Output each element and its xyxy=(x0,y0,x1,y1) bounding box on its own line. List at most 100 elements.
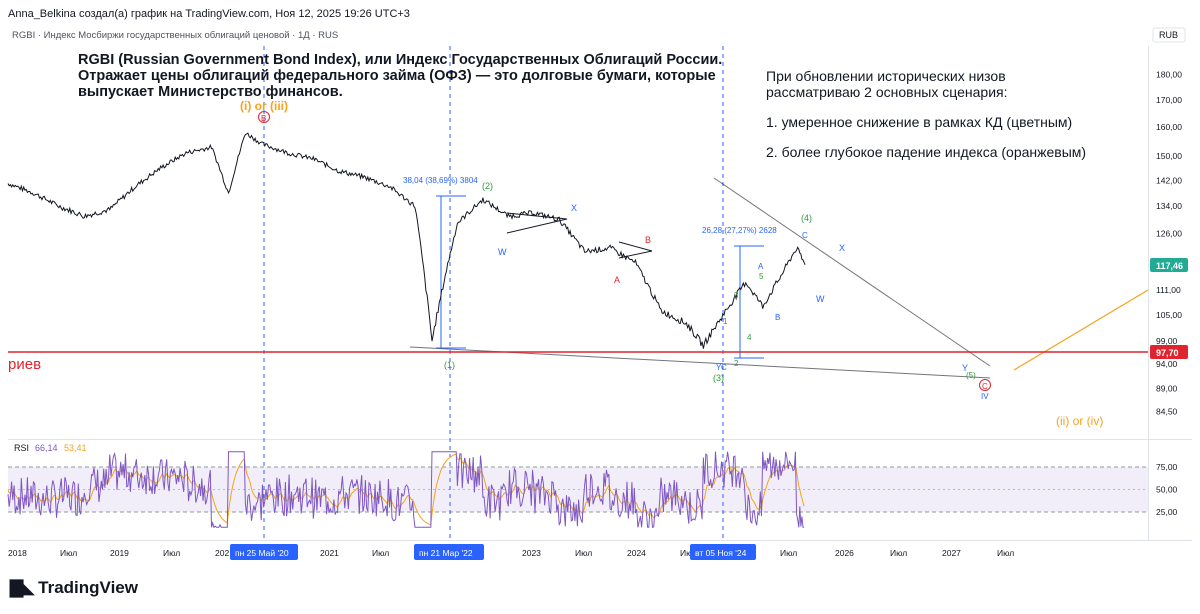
time-highlight-label: вт 05 Ноя '24 xyxy=(695,548,747,558)
upper-trendline xyxy=(713,177,991,367)
wave-three-small: 3 xyxy=(734,291,739,300)
wave-i-or-iii: (i) or (iii) xyxy=(240,99,288,113)
annotation-side-spacer-2 xyxy=(766,130,1086,144)
wave-one-small: 1 xyxy=(723,317,728,326)
time-axis-label: 2026 xyxy=(835,548,854,558)
price-axis-label: 111,00 xyxy=(1156,285,1181,295)
wave-three-green: (3) xyxy=(713,373,724,383)
rsi-legend-value1: 66,14 xyxy=(35,443,58,453)
rsi-axis-label: 50,00 xyxy=(1156,485,1178,495)
price-line[interactable] xyxy=(7,132,806,349)
price-axis-label: 160,00 xyxy=(1156,122,1182,132)
time-highlight-bg xyxy=(690,544,756,560)
time-axis-label: Июл xyxy=(372,548,389,558)
rsi-axis-label: 75,00 xyxy=(1156,462,1178,472)
currency-box[interactable] xyxy=(1152,27,1186,43)
annotation-side-line1: При обновлении исторических низов xyxy=(766,68,1006,84)
measure1-label: 38,04 (38,69%) 3804 xyxy=(403,176,478,185)
time-axis-label: Июл xyxy=(575,548,592,558)
time-axis-label: 202 xyxy=(215,548,229,558)
wave-a-red: A xyxy=(614,275,620,285)
tradingview-logo[interactable]: ▇◣ TradingView xyxy=(10,578,138,598)
price-axis-label: 94,00 xyxy=(1156,359,1178,369)
price-axis-label: 84,50 xyxy=(1156,407,1178,417)
price-axis-label: 126,00 xyxy=(1156,229,1182,239)
rsi-legend-label: RSI xyxy=(14,443,29,453)
price-axis-label: 134,00 xyxy=(1156,201,1182,211)
wave-iv: IV xyxy=(981,392,989,401)
wave-top-b: B xyxy=(261,114,266,123)
price-axis-label: 180,00 xyxy=(1156,70,1182,80)
time-axis-label: 2021 xyxy=(320,548,339,558)
symbol-line: RGBI · Индекс Мосбиржи государственных о… xyxy=(12,30,339,41)
annotation-side-line2: рассматриваю 2 основных сценария: xyxy=(766,84,1008,100)
main-pane xyxy=(8,46,1148,439)
price-axis-label: 142,00 xyxy=(1156,175,1182,185)
wave-w-2: W xyxy=(816,294,825,304)
price-axis[interactable]: 180,00 170,00 160,00 150,00 142,00 134,00 126,… xyxy=(1156,70,1182,417)
wave-y-mid: Y xyxy=(716,363,722,372)
time-axis-label: Июл xyxy=(163,548,180,558)
wave-one-green: (1) xyxy=(444,360,455,370)
wave-a-blue: A xyxy=(758,262,764,271)
support-label: риев xyxy=(8,356,41,373)
time-highlight-label: пн 25 Май '20 xyxy=(235,548,289,558)
rsi-axis: 75,00 50,00 25,00 xyxy=(1156,462,1178,517)
time-axis-label: 2024 xyxy=(627,548,646,558)
annotation-main-line1: RGBI (Russian Government Bond Index), ил… xyxy=(78,52,723,68)
measurement-1: 38,04 (38,69%) 3804 xyxy=(403,176,478,349)
price-axis-label: 105,00 xyxy=(1156,310,1182,320)
chart-credit: Anna_Belkina создал(а) график на Trading… xyxy=(8,8,410,20)
wave-four-small: 4 xyxy=(747,333,752,342)
wave-w-1: W xyxy=(498,247,507,257)
annotation-side: При обновлении исторических низов рассма… xyxy=(766,68,1086,160)
time-highlight-bg xyxy=(230,544,298,560)
time-axis-label: Июл xyxy=(680,548,697,558)
rsi-line xyxy=(7,451,805,529)
wave-c-red: C xyxy=(982,382,988,391)
time-axis-label: 2019 xyxy=(110,548,129,558)
annotation-main-line3: выпускает Министерство финансов. xyxy=(78,84,343,100)
time-highlight-label: пн 21 Мар '22 xyxy=(419,548,473,558)
wave-two-small: 2 xyxy=(734,359,739,368)
price-axis-label: 170,00 xyxy=(1156,95,1182,105)
wave-c-blue: C xyxy=(802,231,808,240)
wave-top-b-circle xyxy=(258,111,270,123)
annotation-side-spacer xyxy=(766,100,1086,114)
wave-five-small: 5 xyxy=(759,272,764,281)
triangle-upper-2 xyxy=(618,241,653,252)
time-axis-label: Июл xyxy=(890,548,907,558)
time-axis-label: Июл xyxy=(60,548,77,558)
time-axis-label: 2023 xyxy=(522,548,541,558)
wave-ii-or-iv: (ii) or (iv) xyxy=(1056,414,1103,428)
measurement-2: 26,28 (27,27%) 2628 xyxy=(702,226,777,359)
time-axis-label: 2018 xyxy=(8,548,27,558)
wave-y-right: Y xyxy=(962,363,968,373)
wave-x-1: X xyxy=(571,203,577,213)
wave-x-2: X xyxy=(839,243,845,253)
time-axis-label: Июл xyxy=(997,548,1014,558)
annotation-side-line3: 1. умеренное снижение в рамках КД (цветн… xyxy=(766,114,1073,130)
scenario-orange-line xyxy=(1013,289,1149,371)
annotation-side-line4: 2. более глубокое падение индекса (оранж… xyxy=(766,144,1087,160)
rsi-axis-label: 25,00 xyxy=(1156,507,1178,517)
annotation-main: RGBI (Russian Government Bond Index), ил… xyxy=(78,52,758,100)
time-axis-label: 2027 xyxy=(942,548,961,558)
price-axis-label: 150,00 xyxy=(1156,151,1182,161)
wave-two-green: (2) xyxy=(482,181,493,191)
last-price-badge: 117,46 xyxy=(1156,261,1183,271)
time-axis[interactable]: 2018 Июл 2019 Июл 202 2021 Июл 2023 Июл 2024 Июл Ию… xyxy=(8,544,1014,560)
time-axis-label: Июл xyxy=(780,548,797,558)
tradingview-logo-icon: ▇◣ xyxy=(10,578,34,597)
price-axis-label: 89,00 xyxy=(1156,384,1178,394)
measure2-label: 26,28 (27,27%) 2628 xyxy=(702,226,777,235)
price-axis-label: 99,00 xyxy=(1156,336,1178,346)
wave-b-red: B xyxy=(645,235,651,245)
last-price-badge-bg xyxy=(1150,258,1188,272)
wave-c-mid: C xyxy=(721,363,727,372)
wave-five-green: (5) xyxy=(966,371,976,380)
wave-b-blue: B xyxy=(775,313,780,322)
currency-label: RUB xyxy=(1159,30,1178,40)
